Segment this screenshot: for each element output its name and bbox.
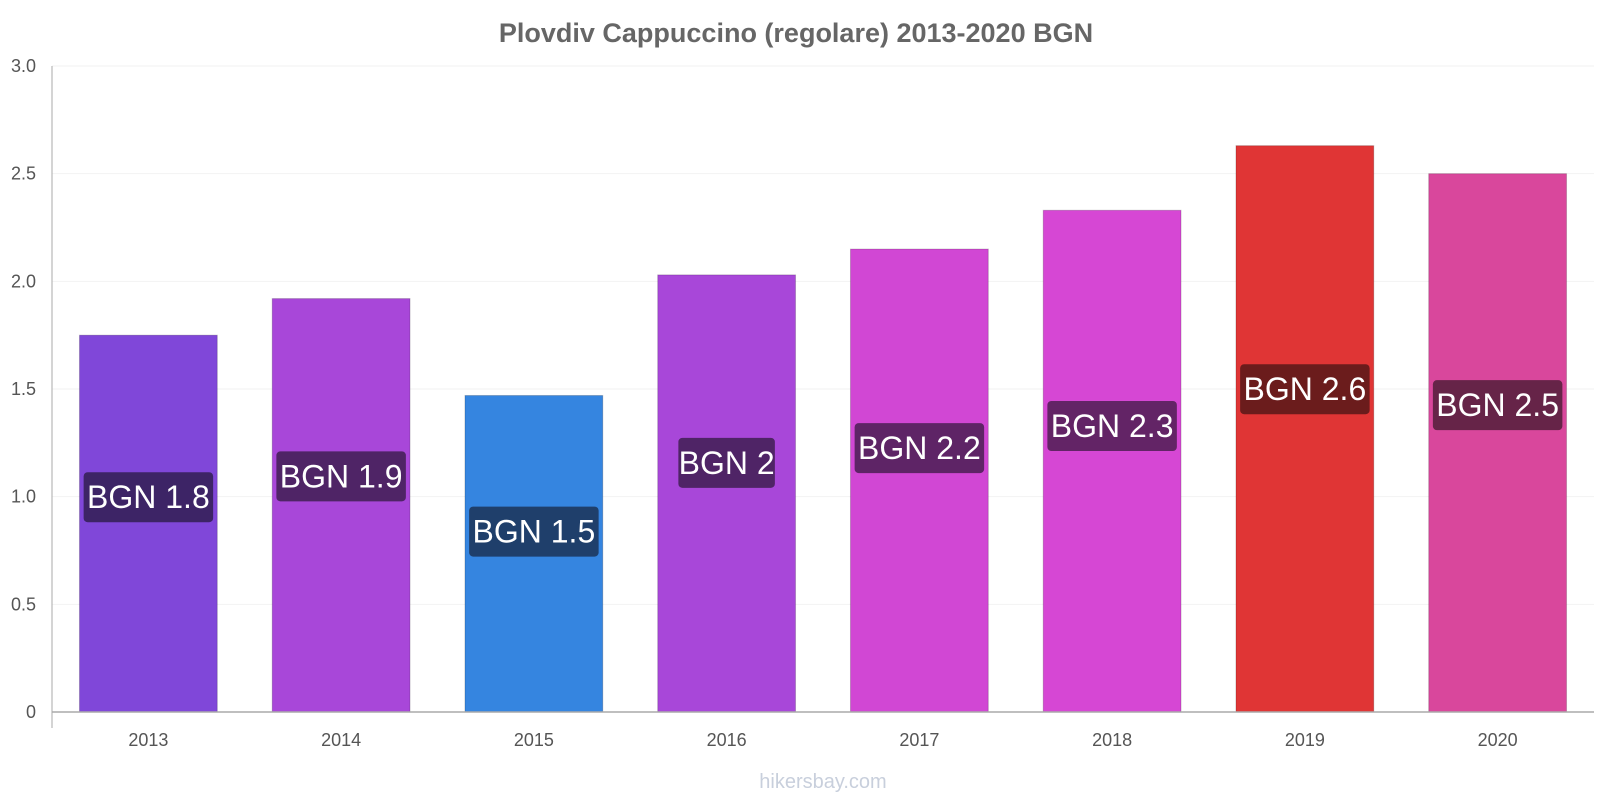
data-label-text: BGN 2.5 (1436, 387, 1559, 423)
data-label-bg (83, 472, 214, 523)
x-tick-label: 2019 (1285, 730, 1325, 750)
data-label-text: BGN 2.3 (1051, 408, 1174, 444)
data-label-text: BGN 2.6 (1244, 371, 1367, 407)
bars (78, 145, 1568, 713)
y-tick-label: 2.0 (11, 271, 36, 291)
x-tick-label: 2014 (321, 730, 361, 750)
x-tick-label: 2018 (1092, 730, 1132, 750)
y-tick-label: 1.5 (11, 379, 36, 399)
y-tick-label: 0.5 (11, 594, 36, 614)
data-label: BGN 1.8 (83, 472, 214, 523)
data-label-bg (1047, 401, 1177, 452)
data-label: BGN 2.6 (1240, 364, 1370, 415)
bar (1428, 173, 1568, 713)
data-label-bg (1240, 364, 1370, 415)
y-tick-label: 2.5 (11, 164, 36, 184)
x-tick-label: 2013 (128, 730, 168, 750)
data-label-bg (678, 437, 775, 488)
y-axis-ticks: 0 0.5 1.0 1.5 2.0 2.5 3.0 (11, 56, 36, 722)
bar (1042, 209, 1182, 713)
data-label: BGN 2.5 (1432, 380, 1563, 431)
data-label-bg (469, 506, 599, 557)
y-tick-label: 3.0 (11, 56, 36, 76)
x-tick-label: 2015 (514, 730, 554, 750)
data-label-bg (854, 423, 985, 474)
data-label-text: BGN 1.9 (280, 458, 403, 494)
data-label: BGN 1.5 (469, 506, 599, 557)
bar (1235, 145, 1375, 713)
x-axis-ticks: 2013 2014 2015 2016 2017 2018 2019 2020 (128, 730, 1517, 750)
bar (78, 334, 218, 713)
data-label: BGN 1.9 (276, 451, 406, 502)
bar (849, 248, 989, 713)
data-label: BGN 2.3 (1047, 401, 1177, 452)
x-tick-label: 2020 (1478, 730, 1518, 750)
data-label: BGN 2 (678, 437, 775, 488)
y-tick-label: 1.0 (11, 487, 36, 507)
chart-title: Plovdiv Cappuccino (regolare) 2013-2020 … (499, 18, 1093, 48)
data-label: BGN 2.2 (854, 423, 985, 474)
bar (657, 274, 797, 713)
data-label-text: BGN 1.5 (473, 514, 596, 550)
data-label-text: BGN 2 (679, 445, 775, 481)
data-label-bg (1432, 380, 1563, 431)
y-tick-label: 0 (26, 702, 36, 722)
data-label-bg (276, 451, 406, 502)
source-watermark: hikersbay.com (759, 771, 886, 793)
data-labels: BGN 1.8 BGN 1.9 BGN 1.5 BGN 2 BGN 2.2 BGN 2.3… (83, 364, 1563, 557)
bar (271, 298, 411, 713)
x-tick-label: 2016 (707, 730, 747, 750)
data-label-text: BGN 2.2 (858, 430, 981, 466)
x-tick-label: 2017 (899, 730, 939, 750)
data-label-text: BGN 1.8 (87, 479, 210, 515)
